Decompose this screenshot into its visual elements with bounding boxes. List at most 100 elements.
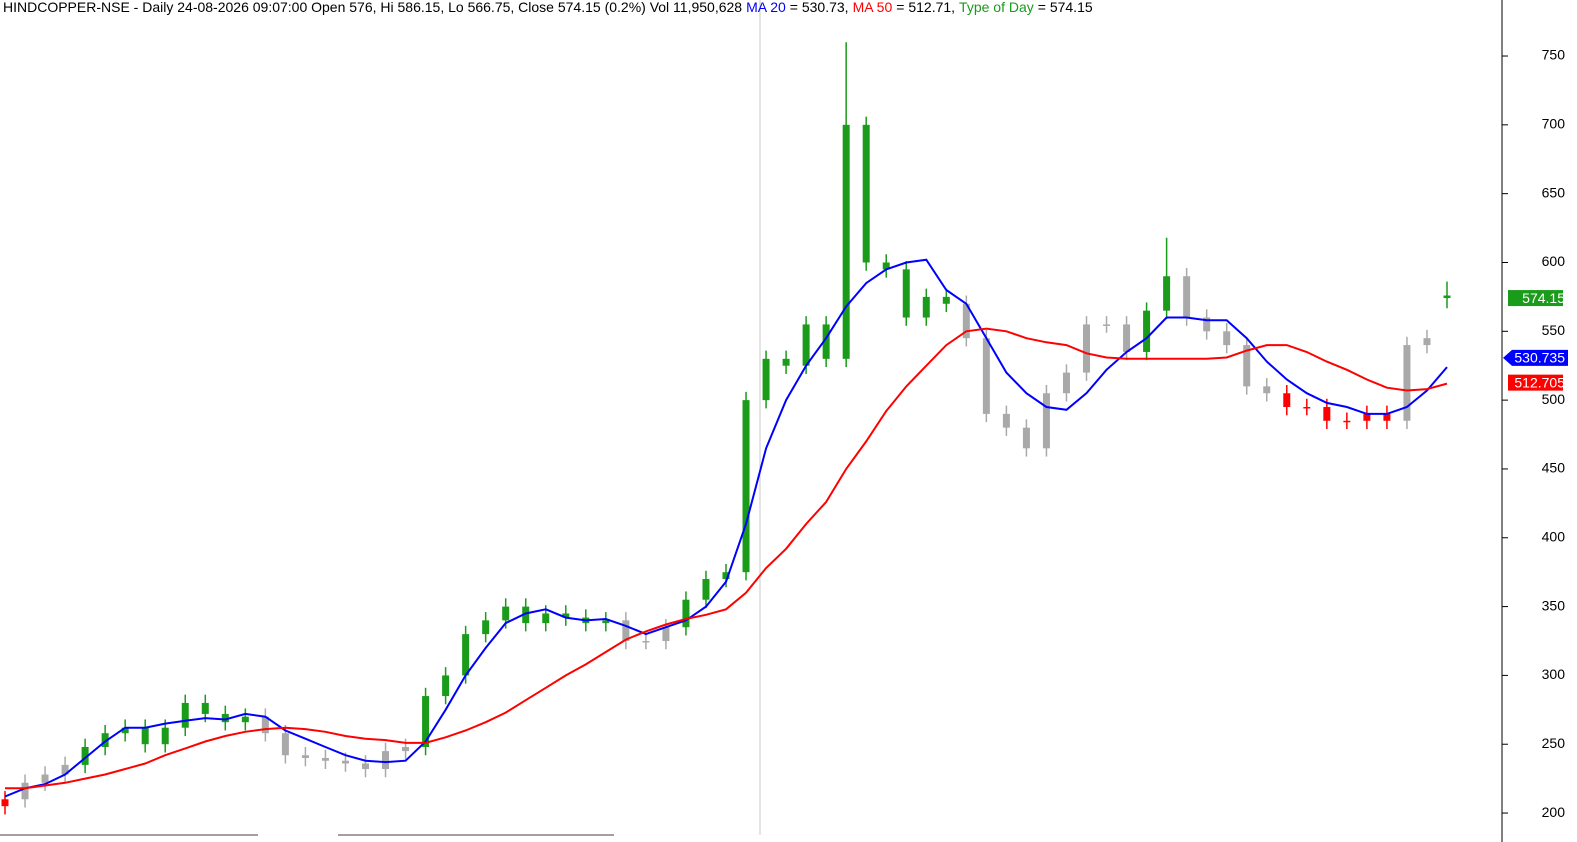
candle-body (842, 124, 850, 359)
candle-body (982, 338, 990, 414)
price-tag-label: 574.15 (1522, 290, 1565, 306)
candle-body (702, 579, 710, 600)
candle-body (1263, 386, 1271, 394)
price-tag (1508, 374, 1563, 391)
candle-body (281, 733, 289, 756)
candle-body (1283, 393, 1291, 408)
price-tag (1503, 349, 1568, 366)
y-tick-label: 600 (1542, 253, 1566, 269)
candle-body (402, 746, 410, 752)
candle-body (101, 733, 109, 747)
candle-body (1403, 345, 1411, 421)
candle-body (722, 572, 730, 580)
candle-body (141, 727, 149, 745)
header: HINDCOPPER-NSE - Daily 24-08-2026 09:07:… (3, 0, 1097, 15)
price-tag-label: 530.735 (1514, 350, 1565, 366)
candle-body (1343, 420, 1351, 423)
candle-body (1042, 393, 1050, 449)
candle-body (462, 634, 470, 676)
candle-body (362, 763, 369, 770)
candle-body (1183, 276, 1191, 318)
price-tag-label: 512.705 (1514, 374, 1565, 390)
candle-body (1323, 407, 1331, 421)
candle-body (522, 606, 530, 624)
candle-body (261, 716, 269, 734)
candle-body (81, 746, 89, 765)
candle-body (962, 303, 970, 339)
candle-body (542, 613, 550, 624)
candle-body (1002, 413, 1010, 428)
y-tick-label: 300 (1542, 666, 1566, 682)
ma-line (5, 327, 1448, 790)
candle-body (301, 755, 309, 758)
candle-body (622, 620, 630, 641)
legend-name: MA 50 (852, 0, 893, 15)
candle-body (1163, 276, 1171, 311)
legend-name: Type of Day (959, 0, 1034, 15)
candle-body (61, 764, 69, 775)
candle-body (782, 358, 790, 366)
candle-body (1223, 331, 1231, 346)
candle-body (642, 640, 650, 643)
candle-body (321, 757, 329, 761)
candle-body (1022, 427, 1030, 449)
candle-body (1203, 317, 1211, 332)
legend-value: = 574.15 (1037, 0, 1093, 15)
candle-body (1103, 324, 1111, 326)
candle-body (802, 324, 810, 366)
candle-body (602, 620, 610, 624)
y-tick-label: 750 (1542, 47, 1566, 63)
ma-line (4, 258, 1448, 798)
candle-body (1062, 372, 1070, 394)
candle-body (422, 696, 430, 747)
candle-body (1083, 324, 1090, 373)
legend-value: = 512.71, (896, 0, 956, 15)
candle-body (1423, 338, 1431, 346)
candle-body (762, 358, 770, 401)
candle-body (682, 599, 690, 628)
candle-body (382, 751, 390, 770)
candle-body (181, 702, 189, 728)
candle-body (1383, 413, 1391, 421)
y-tick-label: 400 (1542, 528, 1566, 544)
candle-body (902, 269, 910, 318)
candle-body (502, 606, 510, 621)
candle-body (742, 400, 750, 573)
candle-body (442, 675, 450, 697)
candle-body (201, 702, 209, 714)
candle-body (662, 627, 670, 641)
title: HINDCOPPER-NSE - Daily 24-08-2026 09:07:… (3, 0, 743, 15)
candle-body (341, 760, 349, 764)
y-tick-label: 350 (1542, 597, 1566, 613)
candle-body (1443, 295, 1451, 299)
candle-body (241, 716, 249, 723)
candle-body (161, 727, 169, 745)
candle-body (1243, 345, 1251, 387)
candle-body (482, 620, 490, 635)
candle-body (1303, 407, 1311, 409)
candle-body (862, 124, 870, 263)
candle-body (942, 296, 950, 304)
candle-body (922, 296, 930, 318)
candle-body (562, 613, 570, 618)
y-tick-label: 250 (1542, 735, 1566, 751)
legend-value: = 530.73, (789, 0, 849, 15)
y-tick-label: 650 (1542, 184, 1566, 200)
y-tick-label: 450 (1542, 460, 1566, 476)
candle-body (1363, 413, 1371, 421)
y-tick-label: 500 (1542, 391, 1566, 407)
legend-name: MA 20 (746, 0, 786, 15)
y-tick-label: 700 (1542, 116, 1566, 132)
candle-body (1143, 310, 1151, 352)
candle-body (1, 799, 9, 807)
y-tick-label: 550 (1542, 322, 1566, 338)
candle-body (822, 324, 830, 359)
price-tag (1508, 290, 1563, 307)
y-tick-label: 200 (1542, 804, 1566, 820)
candle-body (882, 262, 890, 270)
candle-body (121, 727, 129, 734)
candle-body (21, 782, 29, 800)
candle-body (1123, 324, 1131, 352)
